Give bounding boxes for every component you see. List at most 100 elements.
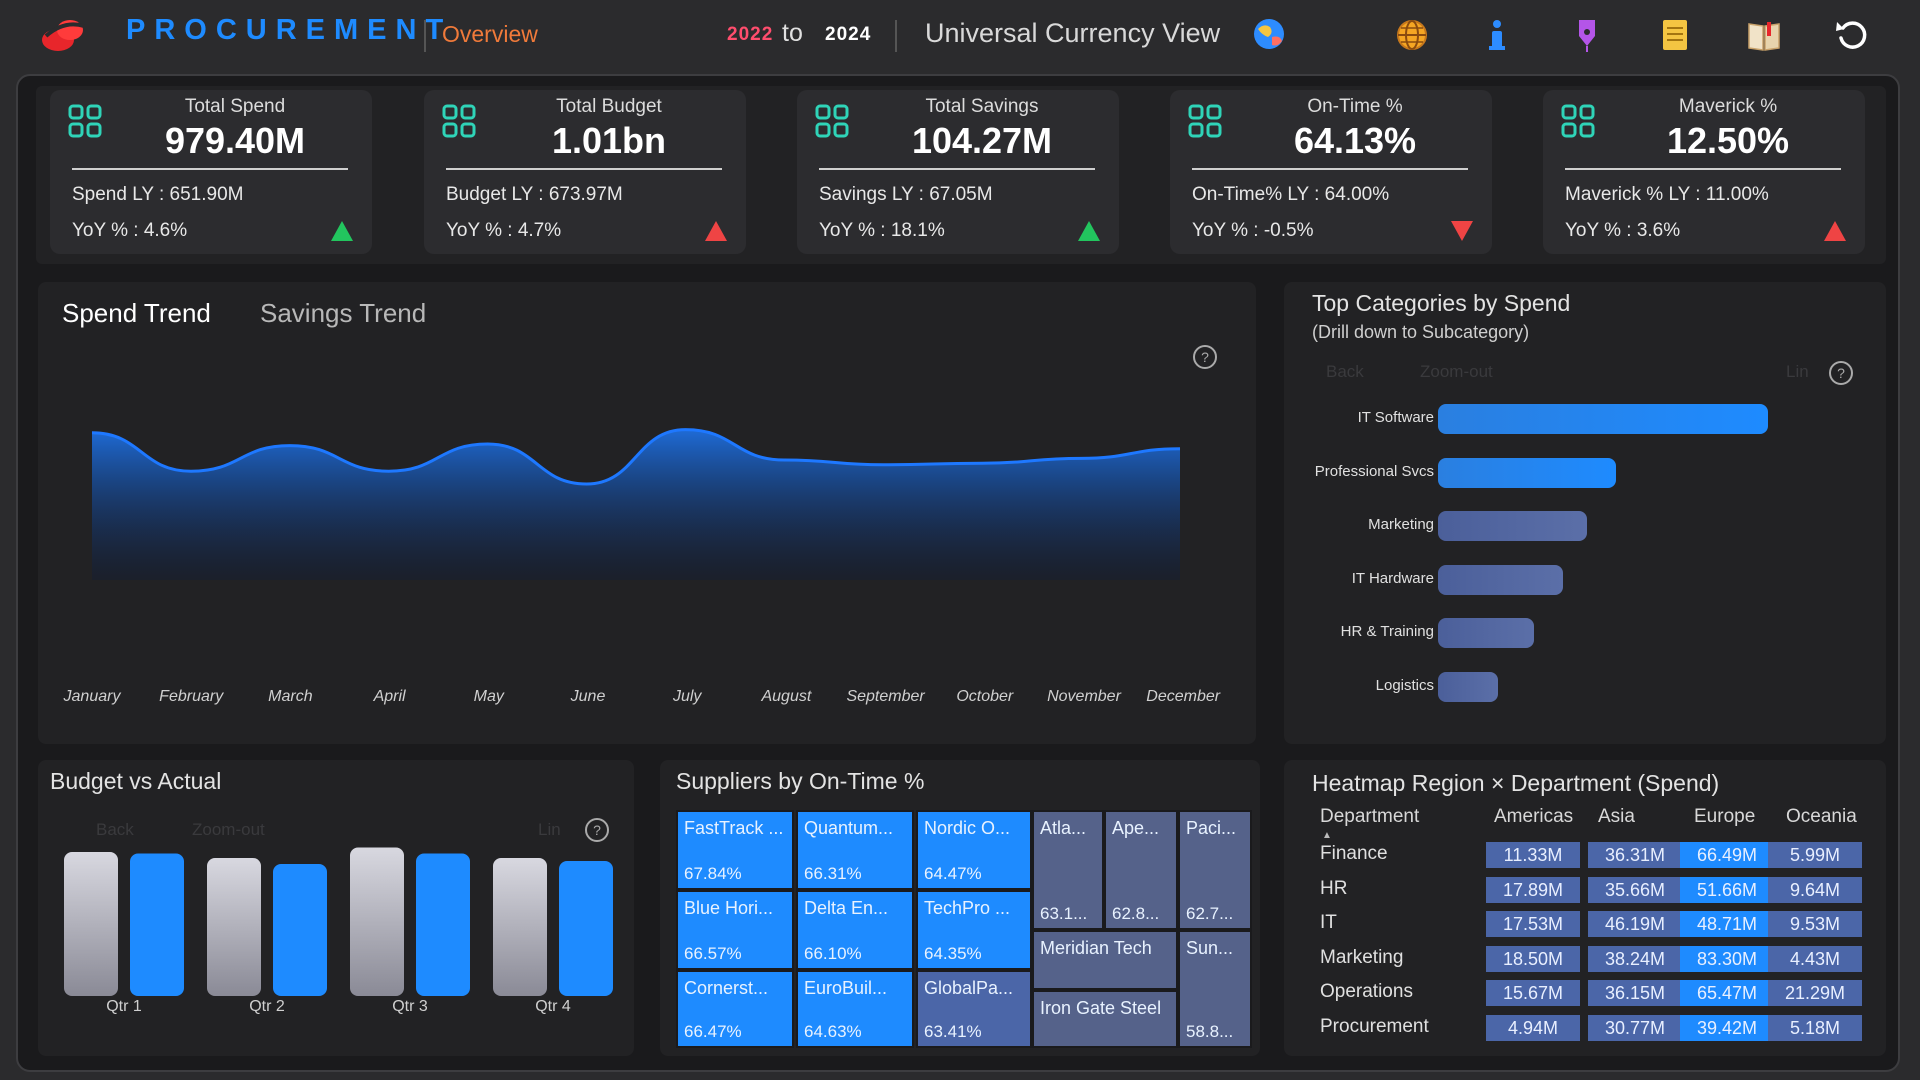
supplier-tile[interactable]: TechPro ... 64.35%: [916, 890, 1032, 970]
heatmap-cell[interactable]: 15.67M: [1486, 980, 1580, 1006]
supplier-on-time: 66.31%: [804, 864, 862, 883]
help-icon[interactable]: ?: [1828, 360, 1854, 386]
category-bar[interactable]: [1438, 457, 1617, 488]
linear-button[interactable]: Lin: [538, 820, 561, 839]
heatmap-cell[interactable]: 18.50M: [1486, 945, 1580, 972]
heatmap-title: Heatmap Region × Department (Spend): [1312, 770, 1720, 796]
category-label: Marketing: [1368, 516, 1434, 533]
heatmap-cell[interactable]: 39.42M: [1680, 1014, 1774, 1041]
pen-icon[interactable]: [1568, 16, 1606, 54]
tab-spend-trend[interactable]: Spend Trend: [62, 298, 211, 328]
category-bar[interactable]: [1438, 511, 1587, 541]
year-from[interactable]: 2022: [727, 24, 774, 45]
kpi-card[interactable]: Maverick % 12.50% Maverick % LY : 11.00% Yo…: [1543, 90, 1865, 254]
supplier-tile[interactable]: Blue Hori... 66.57%: [676, 890, 794, 970]
heatmap-cell[interactable]: 66.49M: [1680, 842, 1774, 868]
back-button[interactable]: Back: [1326, 362, 1364, 381]
zoom-out-button[interactable]: Zoom-out: [192, 820, 265, 839]
heatmap-cell[interactable]: 30.77M: [1588, 1014, 1682, 1041]
supplier-tile[interactable]: Delta En... 66.10%: [796, 890, 914, 970]
year-to[interactable]: 2024: [825, 24, 872, 45]
heatmap-cell[interactable]: 38.24M: [1588, 945, 1682, 972]
linear-button[interactable]: Lin: [1786, 362, 1809, 381]
heatmap-cell[interactable]: 5.18M: [1768, 1014, 1862, 1041]
heatmap-col-department[interactable]: Department: [1320, 806, 1420, 827]
supplier-tile[interactable]: FastTrack ... 67.84%: [676, 810, 794, 890]
notes-icon[interactable]: [1656, 16, 1694, 54]
category-bar[interactable]: [1438, 564, 1564, 595]
currency-globe-icon[interactable]: [1250, 15, 1288, 53]
help-icon[interactable]: ?: [1192, 344, 1218, 370]
budget-bar[interactable]: [493, 858, 547, 996]
heatmap-cell[interactable]: 5.99M: [1768, 842, 1862, 868]
supplier-on-time: 66.10%: [804, 944, 862, 963]
supplier-tile[interactable]: Meridian Tech: [1032, 930, 1178, 990]
kpi-card[interactable]: On-Time % 64.13% On-Time% LY : 64.00% YoY %…: [1170, 90, 1492, 254]
heatmap-cell[interactable]: 36.15M: [1588, 980, 1682, 1006]
heatmap-cell[interactable]: 11.33M: [1486, 842, 1580, 868]
heatmap-cell[interactable]: 51.66M: [1680, 876, 1774, 903]
budget-bar[interactable]: [207, 858, 261, 996]
supplier-tile[interactable]: Cornerst... 66.47%: [676, 970, 794, 1048]
zoom-out-button[interactable]: Zoom-out: [1420, 362, 1493, 381]
heatmap-cell[interactable]: 48.71M: [1680, 911, 1774, 937]
heatmap-cell[interactable]: 35.66M: [1588, 876, 1682, 903]
x-tick-label: July: [672, 688, 702, 705]
actual-bar[interactable]: [416, 853, 470, 997]
category-label: IT Software: [1357, 409, 1434, 426]
heatmap-cell[interactable]: 17.53M: [1486, 911, 1580, 937]
category-bar[interactable]: [1438, 618, 1534, 648]
kpi-yoy: YoY % : -0.5%: [1192, 220, 1314, 241]
help-icon[interactable]: ?: [584, 817, 610, 843]
spend-trend-chart[interactable]: [80, 380, 1200, 580]
heatmap-col-europe[interactable]: Europe: [1694, 806, 1756, 827]
heatmap-cell[interactable]: 36.31M: [1588, 842, 1682, 868]
supplier-tile[interactable]: Quantum... 66.31%: [796, 810, 914, 890]
heatmap-cell[interactable]: 9.64M: [1768, 876, 1862, 903]
currency-view-label[interactable]: Universal Currency View: [925, 18, 1221, 48]
category-bar[interactable]: [1438, 671, 1498, 702]
kpi-card[interactable]: Total Budget 1.01bn Budget LY : 673.97M YoY…: [424, 90, 746, 254]
book-icon[interactable]: [1745, 16, 1783, 54]
reset-icon[interactable]: [1833, 16, 1871, 54]
actual-bar[interactable]: [130, 853, 184, 997]
supplier-tile[interactable]: Sun... 58.8...: [1178, 930, 1252, 1048]
info-icon[interactable]: [1478, 16, 1516, 54]
kpi-divider: [1565, 168, 1841, 170]
heatmap-col-americas[interactable]: Americas: [1494, 806, 1574, 827]
supplier-tile[interactable]: Paci... 62.7...: [1178, 810, 1252, 930]
back-button[interactable]: Back: [96, 820, 134, 839]
heatmap-cell[interactable]: 65.47M: [1680, 980, 1774, 1006]
supplier-tile[interactable]: EuroBuil... 64.63%: [796, 970, 914, 1048]
actual-bar[interactable]: [559, 861, 613, 996]
heatmap-cell[interactable]: 9.53M: [1768, 911, 1862, 937]
kpi-last-year: On-Time% LY : 64.00%: [1192, 184, 1390, 205]
kpi-card[interactable]: Total Spend 979.40M Spend LY : 651.90M YoY …: [50, 90, 372, 254]
x-tick-label: June: [570, 688, 606, 705]
heatmap-row-label: Marketing: [1320, 946, 1404, 968]
budget-actual-chart[interactable]: [50, 840, 630, 1000]
heatmap-cell[interactable]: 46.19M: [1588, 911, 1682, 937]
supplier-tile[interactable]: GlobalPa... 63.41%: [916, 970, 1032, 1048]
heatmap-col-asia[interactable]: Asia: [1598, 806, 1635, 827]
quarter-label: Qtr 4: [535, 998, 571, 1015]
supplier-tile[interactable]: Iron Gate Steel: [1032, 990, 1178, 1048]
tab-savings-trend[interactable]: Savings Trend: [260, 298, 427, 328]
supplier-tile[interactable]: Nordic O... 64.47%: [916, 810, 1032, 890]
category-bar[interactable]: [1438, 404, 1768, 434]
budget-bar[interactable]: [350, 847, 404, 997]
heatmap-col-oceania[interactable]: Oceania: [1786, 806, 1857, 827]
globe-icon[interactable]: [1393, 16, 1431, 54]
supplier-tile[interactable]: Atla... 63.1...: [1032, 810, 1104, 930]
suppliers-title: Suppliers by On-Time %: [676, 768, 925, 794]
heatmap-cell[interactable]: 4.43M: [1768, 945, 1862, 972]
heatmap-cell[interactable]: 21.29M: [1768, 980, 1862, 1006]
supplier-tile[interactable]: Ape... 62.8...: [1104, 810, 1178, 930]
heatmap-cell[interactable]: 4.94M: [1486, 1014, 1580, 1041]
heatmap-cell[interactable]: 83.30M: [1680, 945, 1774, 972]
actual-bar[interactable]: [273, 864, 327, 996]
kpi-card[interactable]: Total Savings 104.27M Savings LY : 67.05M Y…: [797, 90, 1119, 254]
x-tick-label: February: [159, 688, 224, 705]
budget-bar[interactable]: [64, 852, 118, 996]
heatmap-cell[interactable]: 17.89M: [1486, 876, 1580, 903]
